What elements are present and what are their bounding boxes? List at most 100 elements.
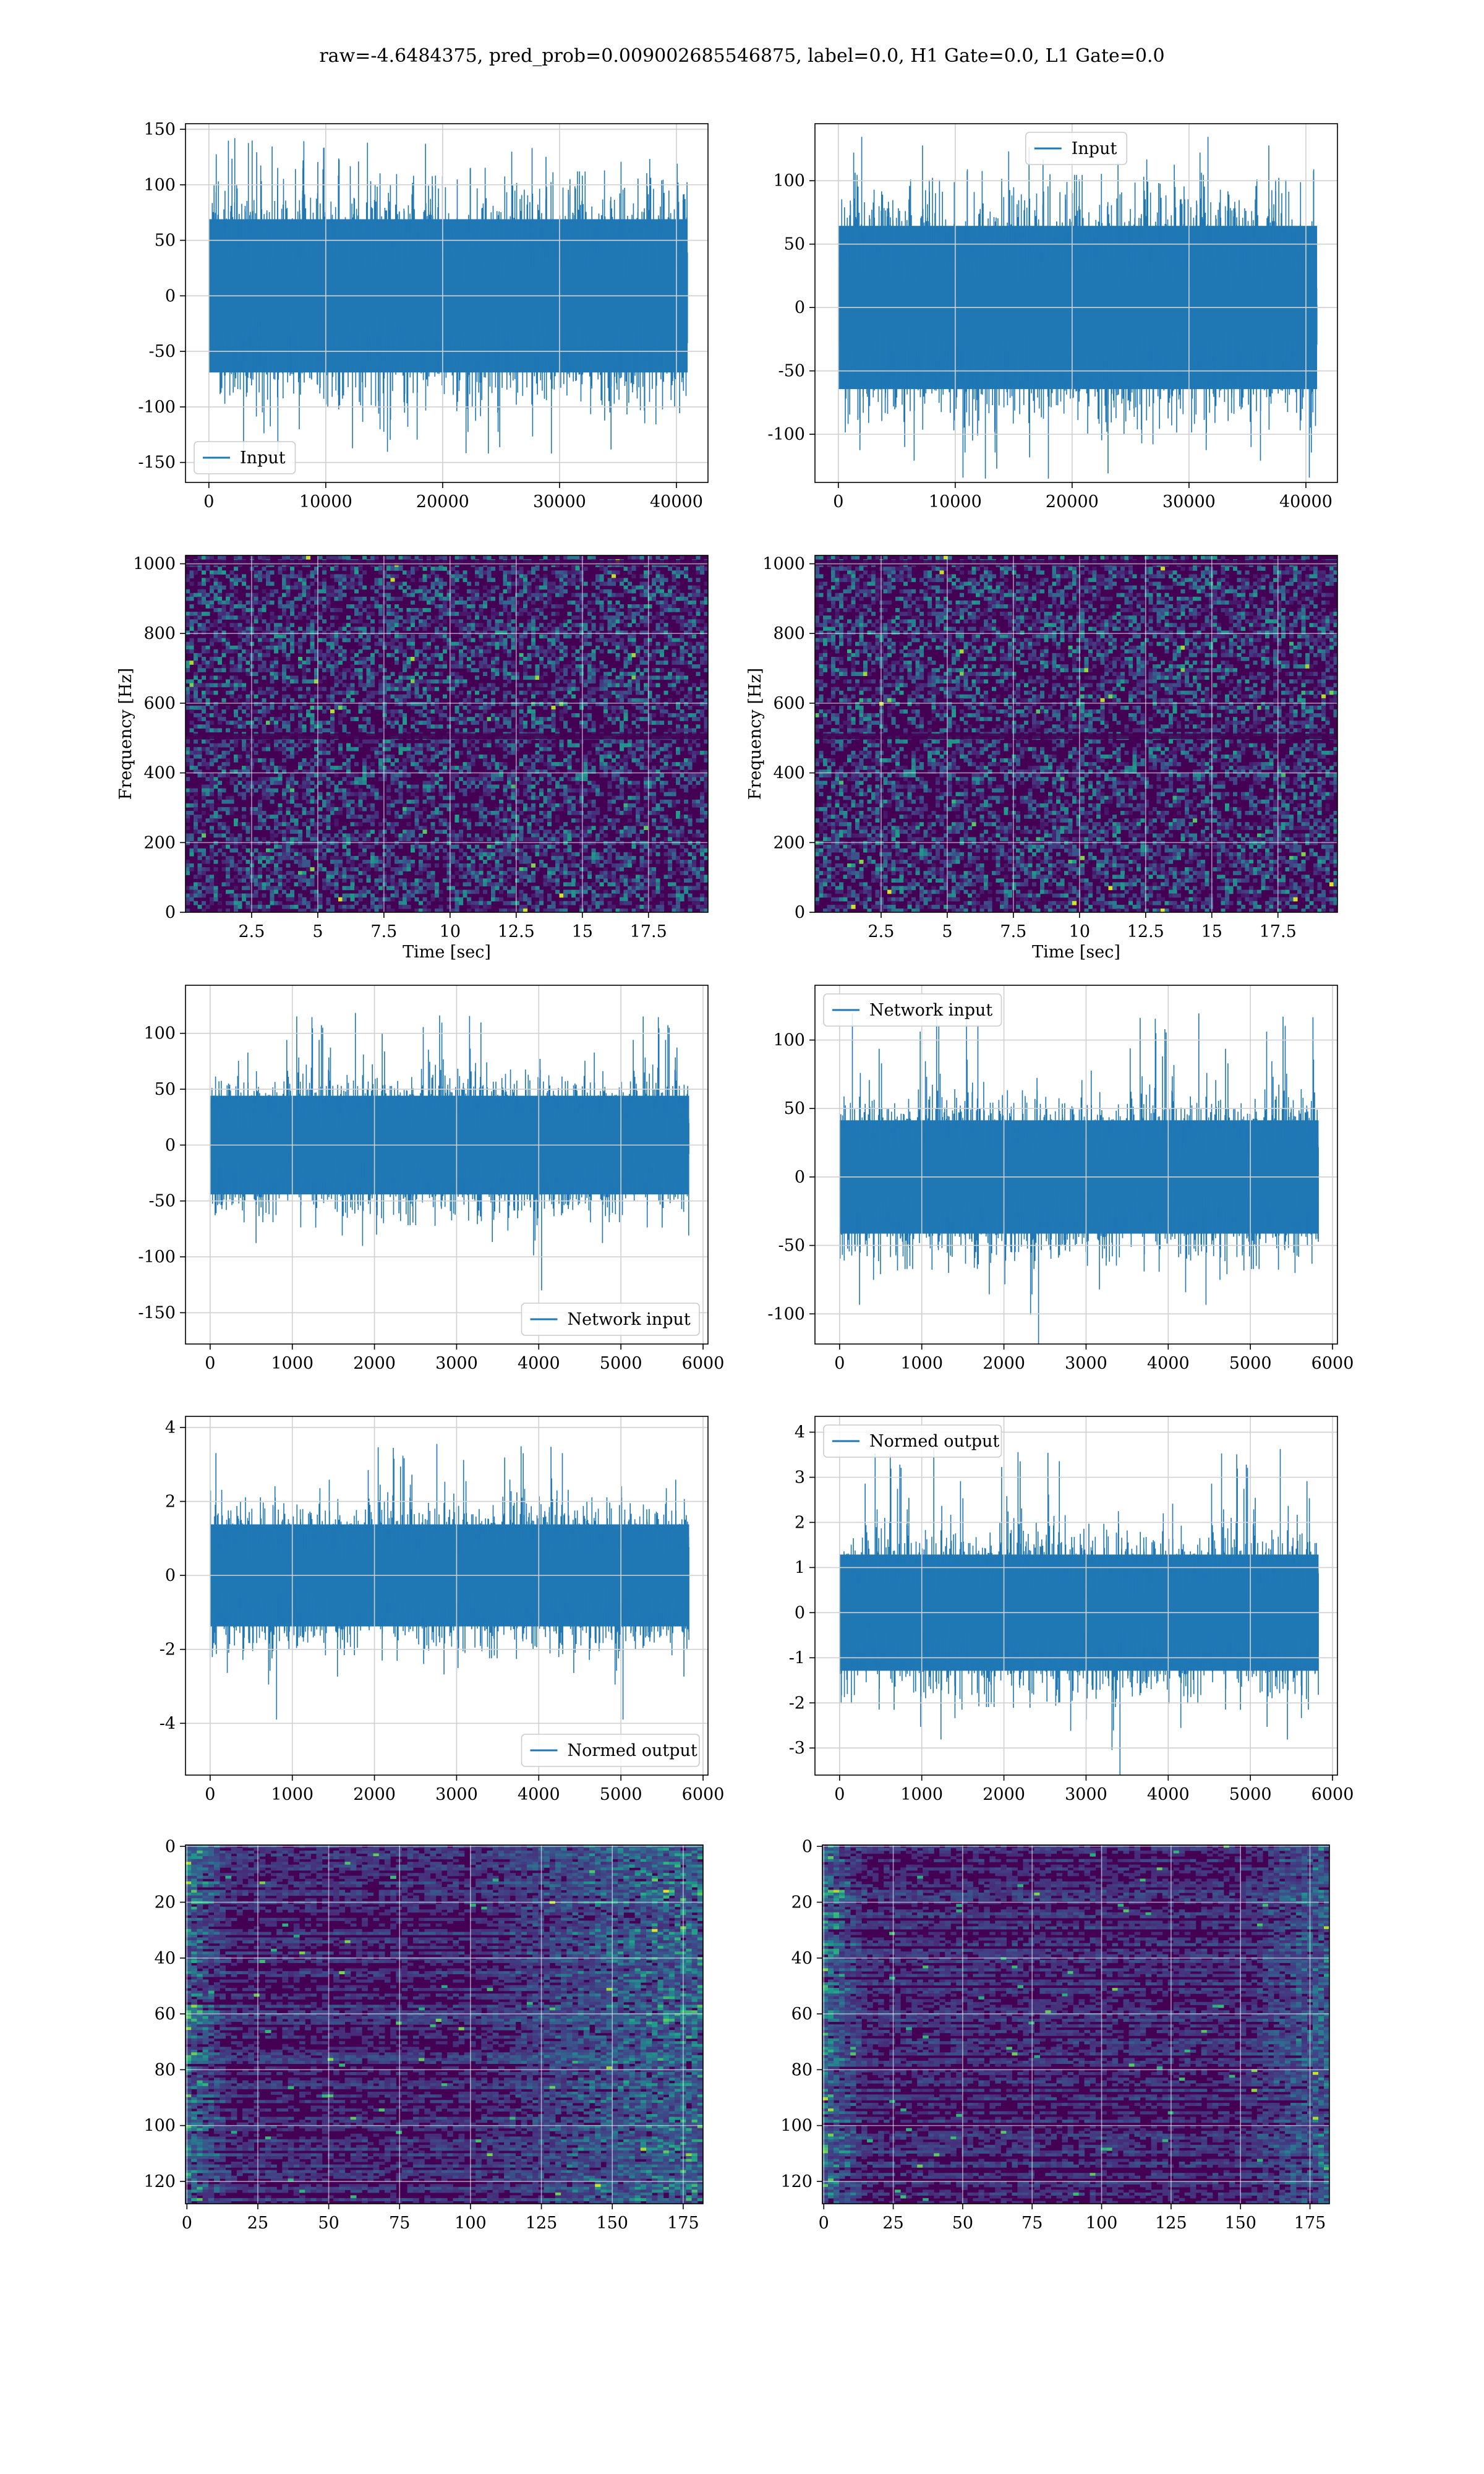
y-tick-label: 50 — [155, 1080, 176, 1099]
y-tick-label: 150 — [143, 120, 176, 139]
x-tick-label: 17.5 — [630, 922, 667, 941]
spectrogram-left-chart: 2.5 5 7.5 10 12.5 15 17.5 0 200 400 600 800 1000 Time… — [116, 555, 709, 962]
feature-map-right-chart: 0 25 50 75 100 125 150 175 0 20 40 60 80 100 120 — [780, 1837, 1330, 2233]
x-tick-label: 150 — [596, 2214, 628, 2233]
y-tick-label: 20 — [791, 1893, 812, 1912]
x-tick-label: 30000 — [1162, 492, 1216, 511]
y-tick-label: 1 — [795, 1558, 805, 1577]
x-tick-label: 20000 — [416, 492, 469, 511]
y-tick-label: 80 — [791, 2060, 812, 2079]
x-tick-label: 125 — [1155, 2214, 1187, 2233]
x-tick-label: 5000 — [600, 1354, 642, 1373]
y-tick-label: 50 — [784, 235, 805, 254]
network-input-right-frame — [814, 985, 1338, 1345]
x-tick-label: 5 — [942, 922, 952, 941]
y-tick-label: 600 — [143, 694, 176, 713]
y-tick-label: 200 — [143, 833, 176, 852]
y-axis-label: Frequency [Hz] — [116, 668, 135, 800]
x-tick-label: 3000 — [1065, 1785, 1107, 1804]
x-tick-label: 5000 — [1229, 1354, 1272, 1373]
x-tick-label: 50 — [318, 2214, 339, 2233]
legend: Network input — [521, 1303, 700, 1336]
feature-map-right-frame — [822, 1844, 1330, 2204]
y-tick-label: 800 — [143, 624, 176, 643]
legend-label: Normed output — [869, 1432, 999, 1451]
x-tick-label: 0 — [834, 1354, 845, 1373]
y-tick-label: 0 — [165, 1136, 176, 1155]
x-tick-label: 0 — [833, 492, 843, 511]
x-tick-label: 25 — [882, 2214, 903, 2233]
x-tick-label: 2000 — [353, 1785, 396, 1804]
y-tick-label: 1000 — [133, 555, 176, 574]
x-tick-label: 1000 — [900, 1785, 943, 1804]
y-tick-label: -50 — [149, 342, 176, 361]
x-tick-label: 125 — [526, 2214, 558, 2233]
x-tick-label: 10000 — [929, 492, 982, 511]
x-tick-label: 175 — [667, 2214, 699, 2233]
network-input-right-chart: 0 1000 2000 3000 4000 5000 6000 -100 -50 0 50 100 Ne… — [767, 985, 1354, 1373]
spectrogram-right-heatmap — [815, 555, 1337, 912]
x-tick-label: 40000 — [650, 492, 703, 511]
y-tick-label: 100 — [773, 171, 805, 190]
y-tick-label: 50 — [784, 1099, 805, 1118]
x-axis-label: Time [sec] — [1032, 943, 1120, 962]
y-tick-label: -3 — [789, 1739, 805, 1758]
y-tick-label: -150 — [138, 453, 176, 473]
x-tick-label: 0 — [182, 2214, 192, 2233]
normed-output-right-chart: 0 1000 2000 3000 4000 5000 6000 -3 -2 -1 0 1 2 3 4 Norm… — [789, 1416, 1354, 1804]
legend-label: Network input — [869, 1001, 992, 1020]
legend: Normed output — [823, 1424, 1002, 1458]
x-tick-label: 0 — [205, 1354, 215, 1373]
spectrogram-left-heatmap — [186, 555, 708, 912]
y-tick-label: -1 — [789, 1648, 805, 1667]
feature-map-right-heatmap — [822, 1845, 1329, 2204]
y-tick-label: 0 — [165, 1837, 176, 1856]
y-tick-label: 40 — [155, 1949, 176, 1968]
y-tick-label: 100 — [143, 176, 176, 195]
y-tick-label: -2 — [160, 1640, 176, 1659]
spectrogram-right-chart: 2.5 5 7.5 10 12.5 15 17.5 0 200 400 600 800 1000 Time… — [746, 555, 1338, 962]
x-tick-label: 17.5 — [1260, 922, 1297, 941]
x-tick-label: 40000 — [1279, 492, 1333, 511]
x-tick-label: 3000 — [435, 1785, 478, 1804]
x-tick-label: 1000 — [271, 1785, 313, 1804]
x-tick-label: 4000 — [1147, 1785, 1190, 1804]
y-tick-label: -100 — [767, 1304, 805, 1324]
y-tick-label: 0 — [795, 298, 805, 317]
x-tick-label: 2000 — [983, 1354, 1025, 1373]
x-tick-label: 4000 — [518, 1354, 560, 1373]
y-tick-label: 4 — [165, 1418, 176, 1437]
x-tick-label: 2000 — [983, 1785, 1025, 1804]
x-tick-label: 4000 — [518, 1785, 560, 1804]
legend: Normed output — [521, 1734, 700, 1767]
y-tick-label: -4 — [160, 1714, 176, 1733]
x-tick-label: 7.5 — [1000, 922, 1026, 941]
x-tick-label: 12.5 — [1127, 922, 1164, 941]
y-tick-label: 100 — [143, 2117, 176, 2136]
network-input-left-chart: 0 1000 2000 3000 4000 5000 6000 -150 -100 -50 0 50 1… — [138, 985, 724, 1373]
feature-map-left-frame — [185, 1844, 704, 2204]
y-tick-label: 60 — [791, 2005, 812, 2024]
x-tick-label: 3000 — [1065, 1354, 1107, 1373]
x-tick-label: 12.5 — [498, 922, 535, 941]
y-tick-label: 200 — [773, 833, 805, 852]
x-tick-label: 6000 — [1311, 1785, 1354, 1804]
normed-output-left-chart: 0 1000 2000 3000 4000 5000 6000 -4 -2 0 2 4 Normed o… — [160, 1416, 724, 1804]
y-tick-label: 40 — [791, 1949, 812, 1968]
network-input-right-series-line — [839, 1013, 1319, 1344]
network-input-left-frame — [185, 985, 709, 1345]
legend: Network input — [823, 993, 1002, 1027]
network-input-left-series-line — [210, 1012, 689, 1291]
spectrogram-left-frame — [185, 555, 709, 913]
x-tick-label: 20000 — [1046, 492, 1099, 511]
y-tick-label: 600 — [773, 694, 805, 713]
y-tick-label: 20 — [155, 1893, 176, 1912]
y-tick-label: 1000 — [762, 555, 805, 574]
y-tick-label: 0 — [802, 1837, 812, 1856]
x-tick-label: 5000 — [1229, 1785, 1272, 1804]
x-tick-label: 1000 — [900, 1354, 943, 1373]
y-tick-label: 0 — [165, 1566, 176, 1585]
y-tick-label: 100 — [143, 1024, 176, 1043]
x-tick-label: 10 — [440, 922, 461, 941]
